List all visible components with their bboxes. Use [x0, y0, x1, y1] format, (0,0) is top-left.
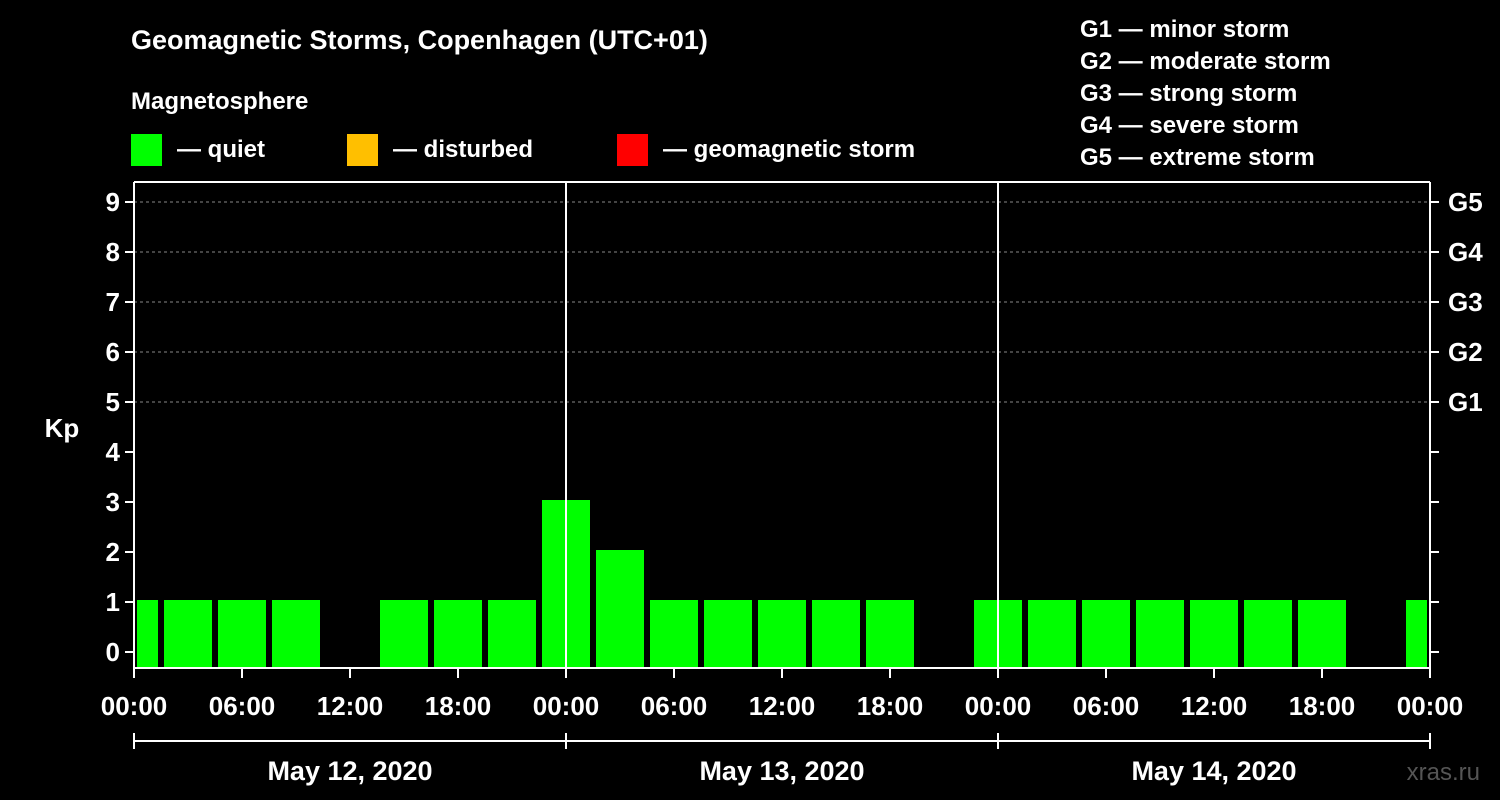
- bar-1: [164, 600, 212, 668]
- day-labels: May 12, 2020 May 13, 2020 May 14, 2020: [267, 756, 1296, 786]
- y-tick-label-8: 8: [106, 237, 120, 267]
- g-scale-legend: G1 — minor storm G2 — moderate storm G3 …: [1080, 16, 1331, 171]
- bar-18: [1190, 600, 1238, 668]
- g-label-g4: G4: [1448, 237, 1483, 267]
- axes: [125, 181, 1439, 749]
- y-tick-label-1: 1: [106, 587, 120, 617]
- x-tick-label-1: 06:00: [209, 691, 276, 721]
- legend-label-disturbed: — disturbed: [393, 136, 533, 163]
- x-tick-label-9: 06:00: [1073, 691, 1140, 721]
- chart-title: Geomagnetic Storms, Copenhagen (UTC+01): [131, 25, 708, 55]
- g-label-g5: G5: [1448, 187, 1483, 217]
- y-tick-label-2: 2: [106, 537, 120, 567]
- legend-label-storm: — geomagnetic storm: [663, 136, 915, 163]
- chart-subtitle: Magnetosphere: [131, 88, 308, 115]
- bar-4: [380, 600, 428, 668]
- x-tick-label-5: 06:00: [641, 691, 708, 721]
- g-scale-item-g2: G2 — moderate storm: [1080, 48, 1331, 75]
- x-tick-labels: 00:00 06:00 12:00 18:00 00:00 06:00 12:00 18:00…: [101, 691, 1464, 721]
- day-label-0: May 12, 2020: [267, 756, 432, 786]
- legend-swatch-quiet: [131, 134, 162, 166]
- y-tick-label-0: 0: [106, 637, 120, 667]
- y-tick-label-6: 6: [106, 337, 120, 367]
- y-tick-label-5: 5: [106, 387, 120, 417]
- g-scale-item-g1: G1 — minor storm: [1080, 16, 1289, 43]
- x-tick-label-7: 18:00: [857, 691, 924, 721]
- g-label-g1: G1: [1448, 387, 1483, 417]
- bar-17: [1136, 600, 1184, 668]
- bar-12: [812, 600, 860, 668]
- y-tick-labels: 0 1 2 3 4 5 6 7 8 9: [106, 187, 121, 667]
- bar-8: [596, 550, 644, 668]
- x-tick-label-2: 12:00: [317, 691, 384, 721]
- g-label-g3: G3: [1448, 287, 1483, 317]
- legend-swatch-disturbed: [347, 134, 378, 166]
- y-tick-label-9: 9: [106, 187, 120, 217]
- g-label-g2: G2: [1448, 337, 1483, 367]
- legend-label-quiet: — quiet: [177, 136, 265, 163]
- bar-3: [272, 600, 320, 668]
- x-tick-label-12: 00:00: [1397, 691, 1464, 721]
- legend-swatch-storm: [617, 134, 648, 166]
- bar-2: [218, 600, 266, 668]
- x-tick-label-11: 18:00: [1289, 691, 1356, 721]
- bar-16: [1082, 600, 1130, 668]
- gridlines: [134, 201, 1430, 403]
- y-tick-label-7: 7: [106, 287, 120, 317]
- day-label-1: May 13, 2020: [699, 756, 864, 786]
- x-tick-label-8: 00:00: [965, 691, 1032, 721]
- g-scale-item-g5: G5 — extreme storm: [1080, 144, 1315, 171]
- bar-0: [137, 600, 158, 668]
- bar-20: [1298, 600, 1346, 668]
- x-tick-label-10: 12:00: [1181, 691, 1248, 721]
- bar-19: [1244, 600, 1292, 668]
- day-label-2: May 14, 2020: [1131, 756, 1296, 786]
- bar-6: [488, 600, 536, 668]
- color-legend: — quiet — disturbed — geomagnetic storm: [131, 134, 915, 166]
- x-tick-label-4: 00:00: [533, 691, 600, 721]
- g-scale-item-g3: G3 — strong storm: [1080, 80, 1297, 107]
- bar-13: [866, 600, 914, 668]
- bar-5: [434, 600, 482, 668]
- bar-series: [137, 500, 1427, 668]
- bar-9: [650, 600, 698, 668]
- bar-21: [1406, 600, 1427, 668]
- bar-10: [704, 600, 752, 668]
- x-tick-label-3: 18:00: [425, 691, 492, 721]
- x-tick-label-0: 00:00: [101, 691, 168, 721]
- y-tick-label-4: 4: [106, 437, 121, 467]
- y-axis-label: Kp: [45, 413, 80, 443]
- g-scale-item-g4: G4 — severe storm: [1080, 112, 1299, 139]
- watermark: xras.ru: [1407, 759, 1480, 786]
- y-tick-label-3: 3: [106, 487, 120, 517]
- x-tick-label-6: 12:00: [749, 691, 816, 721]
- g-axis-labels: G1 G2 G3 G4 G5: [1448, 187, 1483, 417]
- bar-15: [1028, 600, 1076, 668]
- bar-11: [758, 600, 806, 668]
